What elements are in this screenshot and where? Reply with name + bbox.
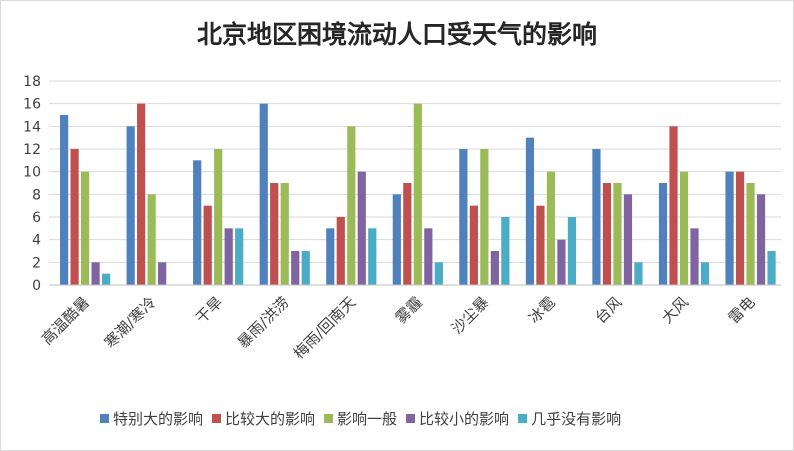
bar	[158, 262, 167, 285]
y-tick-label: 2	[32, 255, 41, 271]
x-category-label: 雾霾	[392, 293, 426, 327]
y-tick-label: 6	[32, 210, 41, 226]
bar	[193, 160, 202, 285]
bar	[60, 115, 69, 285]
bars	[60, 103, 776, 285]
bar	[91, 262, 100, 285]
bar	[280, 183, 289, 285]
legend-label: 影响一般	[337, 410, 397, 428]
bar	[634, 262, 643, 285]
bar	[224, 228, 233, 285]
bar	[613, 183, 622, 285]
bar	[413, 103, 422, 285]
chart-title: 北京地区困境流动人口受天气的影响	[197, 20, 597, 49]
bar	[546, 171, 556, 285]
legend-label: 比较小的影响	[419, 410, 509, 428]
legend-swatch	[518, 414, 528, 423]
bar	[725, 171, 734, 285]
bar	[669, 126, 678, 285]
y-tick-label: 14	[23, 119, 41, 135]
bar	[557, 239, 566, 285]
bar	[203, 205, 212, 285]
bar	[746, 183, 755, 285]
bar	[700, 262, 710, 285]
x-category-label: 高温酷暑	[38, 293, 93, 348]
bar	[81, 171, 90, 285]
legend-label: 比较大的影响	[225, 410, 315, 428]
bar	[690, 228, 699, 285]
bar	[336, 217, 345, 285]
x-category-label: 干旱	[192, 293, 226, 327]
bar	[270, 183, 279, 285]
bar	[567, 217, 577, 285]
x-category-label: 沙尘暴	[448, 293, 493, 338]
x-category-label: 台风	[592, 293, 626, 327]
bar	[357, 171, 366, 285]
x-category-label: 冰雹	[525, 293, 559, 327]
legend-label: 几乎没有影响	[531, 410, 621, 428]
bar	[403, 183, 412, 285]
legend: 特别大的影响 比较大的影响 影响一般 比较小的影响 几乎没有影响	[100, 410, 621, 428]
legend-swatch	[324, 414, 334, 423]
bar	[767, 251, 776, 285]
y-tick-label: 0	[32, 278, 41, 294]
bar	[214, 149, 223, 285]
bar	[469, 205, 478, 285]
bar	[459, 149, 468, 285]
bar	[368, 228, 377, 285]
legend-swatch	[212, 414, 222, 423]
legend-swatch	[100, 414, 109, 423]
y-tick-label: 16	[23, 97, 41, 113]
bar	[301, 251, 310, 285]
x-category-label: 大风	[658, 293, 692, 327]
x-category-label: 雷电	[725, 293, 759, 327]
legend-swatch	[406, 414, 416, 423]
x-category-label: 暴雨/洪涝	[234, 293, 293, 352]
bar	[235, 228, 244, 285]
bar	[536, 205, 545, 285]
bar	[434, 262, 443, 285]
bar	[424, 228, 433, 285]
bar	[347, 126, 356, 285]
bar	[126, 126, 135, 285]
y-tick-label: 4	[32, 233, 41, 249]
bar	[70, 149, 79, 285]
bar	[679, 171, 689, 285]
y-tick-label: 10	[23, 165, 41, 181]
bar	[137, 103, 146, 285]
bar	[480, 149, 489, 285]
bar	[658, 183, 668, 285]
bar	[756, 194, 766, 285]
bar	[592, 149, 601, 285]
bar	[623, 194, 633, 285]
y-axis-ticks: 0 2 4 6 8 10 12 14 16 18	[23, 74, 41, 294]
bar	[525, 137, 535, 285]
bar	[735, 171, 745, 285]
bar	[392, 194, 401, 285]
bar	[490, 251, 499, 285]
legend-label: 特别大的影响	[113, 410, 203, 428]
y-tick-label: 18	[23, 74, 41, 90]
x-category-label: 梅雨/回南天	[290, 293, 359, 362]
x-category-label: 寒潮/寒冷	[101, 293, 160, 352]
bar	[102, 273, 111, 285]
bar	[291, 251, 300, 285]
y-tick-label: 12	[23, 142, 41, 158]
y-tick-label: 8	[32, 187, 41, 203]
bar	[259, 103, 268, 285]
bar	[147, 194, 156, 285]
bar	[326, 228, 335, 285]
bar	[501, 217, 510, 285]
bar	[602, 183, 612, 285]
